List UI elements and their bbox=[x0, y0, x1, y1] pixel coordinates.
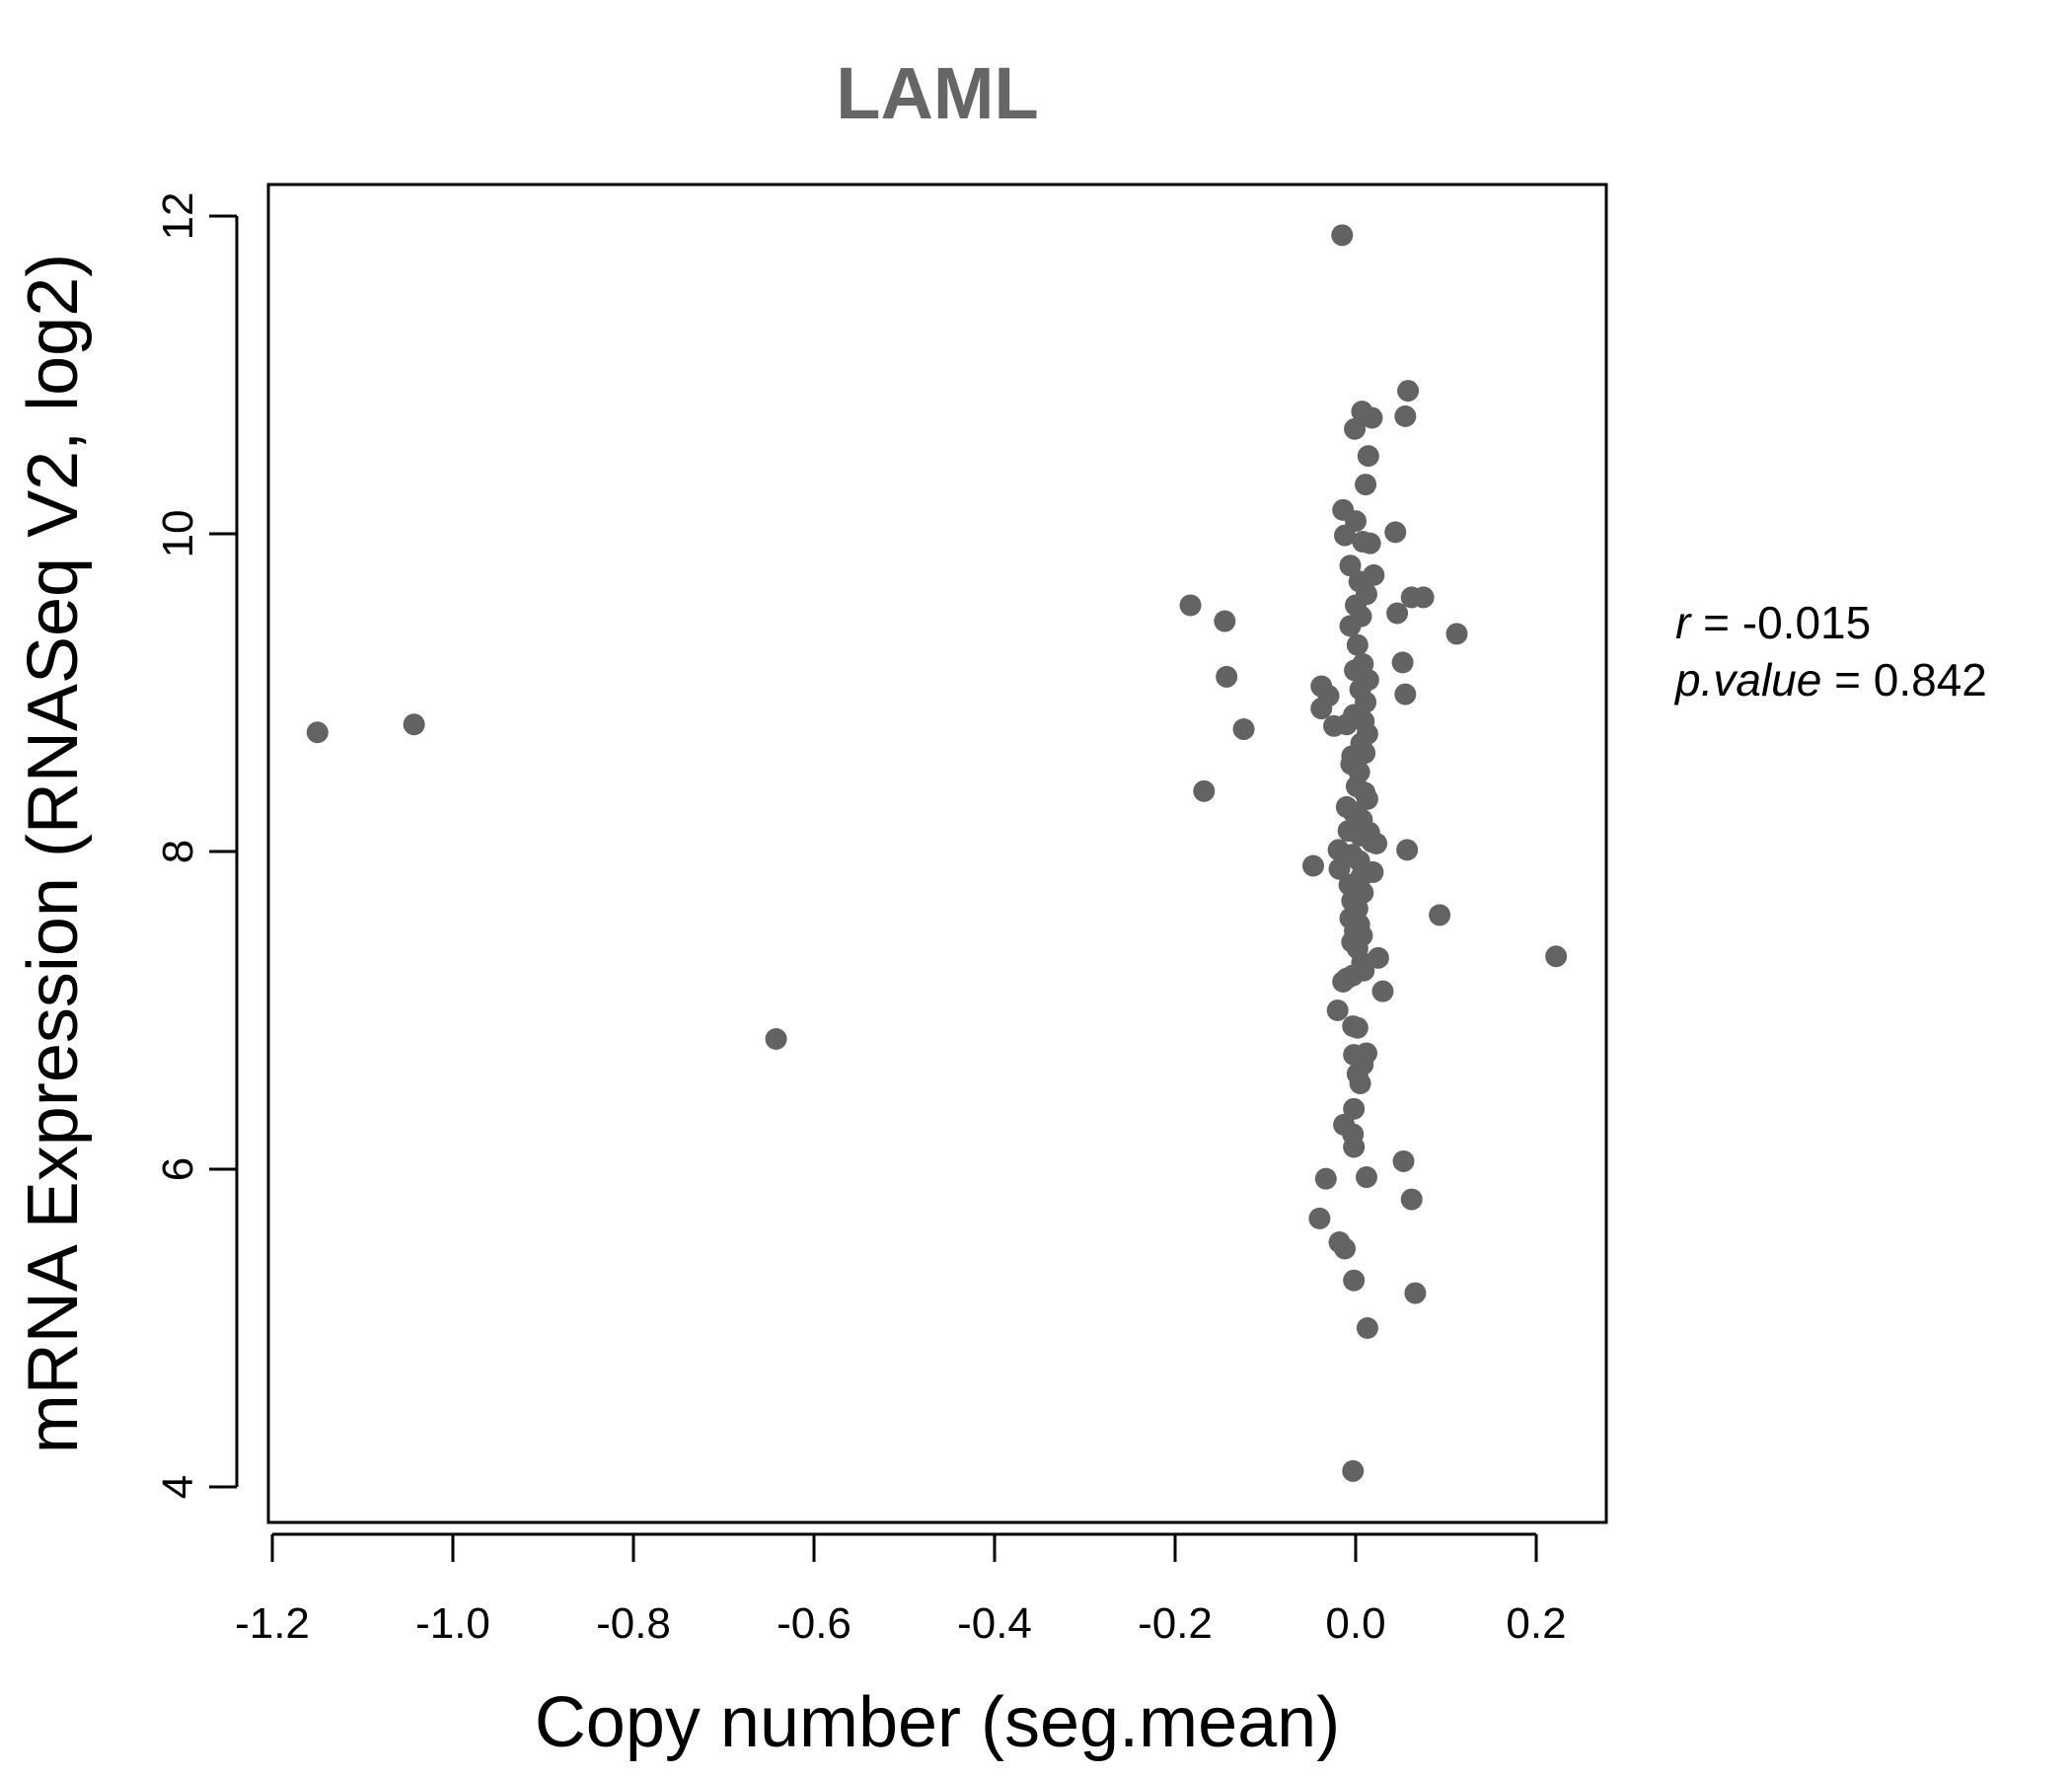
x-tick-label: -1.0 bbox=[415, 1599, 490, 1648]
data-point bbox=[1394, 683, 1417, 705]
y-tick-label: 4 bbox=[154, 1475, 202, 1499]
data-point bbox=[1412, 586, 1435, 609]
y-tick-label: 10 bbox=[154, 510, 202, 558]
data-point bbox=[1308, 1207, 1331, 1229]
data-point bbox=[1356, 787, 1378, 810]
y-axis: 4 6 8 10 12 bbox=[154, 192, 239, 1499]
data-point bbox=[1179, 594, 1202, 617]
x-tick-label: 0.0 bbox=[1325, 1599, 1385, 1648]
data-point bbox=[1357, 445, 1379, 468]
data-point bbox=[1545, 945, 1568, 968]
data-point bbox=[1328, 857, 1351, 880]
data-point bbox=[1343, 1136, 1366, 1158]
p-value-label: p.value bbox=[1673, 654, 1821, 705]
data-point bbox=[1334, 1237, 1357, 1260]
y-tick-label: 6 bbox=[154, 1157, 202, 1181]
data-point bbox=[1335, 713, 1358, 736]
data-point bbox=[1339, 615, 1362, 637]
x-axis-title: Copy number (seg.mean) bbox=[535, 1683, 1340, 1762]
data-point bbox=[403, 713, 425, 736]
data-point bbox=[1394, 405, 1417, 427]
y-tick-label: 8 bbox=[154, 840, 202, 863]
data-point bbox=[1343, 1269, 1366, 1292]
r-value: -0.015 bbox=[1742, 597, 1871, 648]
data-point bbox=[1361, 407, 1383, 429]
data-point bbox=[306, 721, 329, 744]
data-point bbox=[1193, 779, 1216, 802]
p-equals: = bbox=[1834, 654, 1874, 705]
data-point bbox=[1334, 524, 1357, 547]
data-point bbox=[1445, 623, 1468, 645]
data-point bbox=[1397, 380, 1420, 403]
data-point bbox=[1314, 1167, 1337, 1190]
data-point bbox=[1429, 904, 1451, 926]
x-tick-label: -0.4 bbox=[957, 1599, 1032, 1648]
y-axis-title: mRNA Expression (RNASeq V2, log2) bbox=[14, 254, 93, 1453]
data-point bbox=[1346, 633, 1369, 656]
data-point bbox=[1371, 980, 1394, 1002]
data-point bbox=[1392, 1149, 1415, 1172]
x-axis: -1.2 -1.0 -0.8 -0.6 -0.4 -0.2 0.0 0.2 bbox=[235, 1532, 1567, 1648]
x-tick-label: -0.8 bbox=[596, 1599, 671, 1648]
data-point bbox=[1342, 1015, 1365, 1038]
data-point bbox=[1216, 665, 1238, 688]
p-value-statistic: p.value = 0.842 bbox=[1673, 654, 1987, 705]
data-point bbox=[1400, 1188, 1423, 1211]
data-point bbox=[1384, 521, 1407, 544]
data-point bbox=[1326, 999, 1349, 1021]
data-point bbox=[765, 1027, 787, 1050]
x-tick-label: -1.2 bbox=[235, 1599, 310, 1648]
data-point bbox=[1349, 1073, 1371, 1095]
data-point bbox=[1391, 651, 1414, 674]
data-point bbox=[1232, 718, 1255, 741]
data-point bbox=[1335, 967, 1358, 990]
p-value: 0.842 bbox=[1874, 654, 1987, 705]
data-point bbox=[1366, 832, 1388, 854]
data-point bbox=[1356, 1317, 1378, 1339]
x-tick-label: -0.6 bbox=[777, 1599, 851, 1648]
data-point bbox=[1343, 1097, 1366, 1120]
data-point bbox=[1404, 1282, 1427, 1304]
r-label: r bbox=[1675, 597, 1692, 648]
data-point bbox=[1214, 610, 1236, 632]
data-point bbox=[1301, 854, 1324, 877]
data-point bbox=[1342, 1459, 1365, 1482]
data-point bbox=[1355, 474, 1377, 496]
data-point bbox=[1344, 417, 1367, 440]
plot-frame bbox=[266, 183, 1608, 1524]
y-tick-label: 12 bbox=[154, 192, 202, 241]
r-equals: = bbox=[1703, 597, 1742, 648]
chart-title: LAML bbox=[836, 52, 1039, 134]
data-point bbox=[1396, 839, 1419, 861]
data-point bbox=[1331, 224, 1354, 247]
x-tick-label: -0.2 bbox=[1138, 1599, 1213, 1648]
data-point bbox=[1355, 1166, 1377, 1189]
x-tick-label: 0.2 bbox=[1506, 1599, 1566, 1648]
data-point bbox=[1359, 532, 1381, 555]
r-statistic: r = -0.015 bbox=[1675, 597, 1871, 648]
data-point bbox=[1386, 602, 1409, 625]
data-points bbox=[306, 224, 1568, 1482]
data-point bbox=[1310, 698, 1333, 720]
data-point bbox=[1339, 555, 1362, 577]
